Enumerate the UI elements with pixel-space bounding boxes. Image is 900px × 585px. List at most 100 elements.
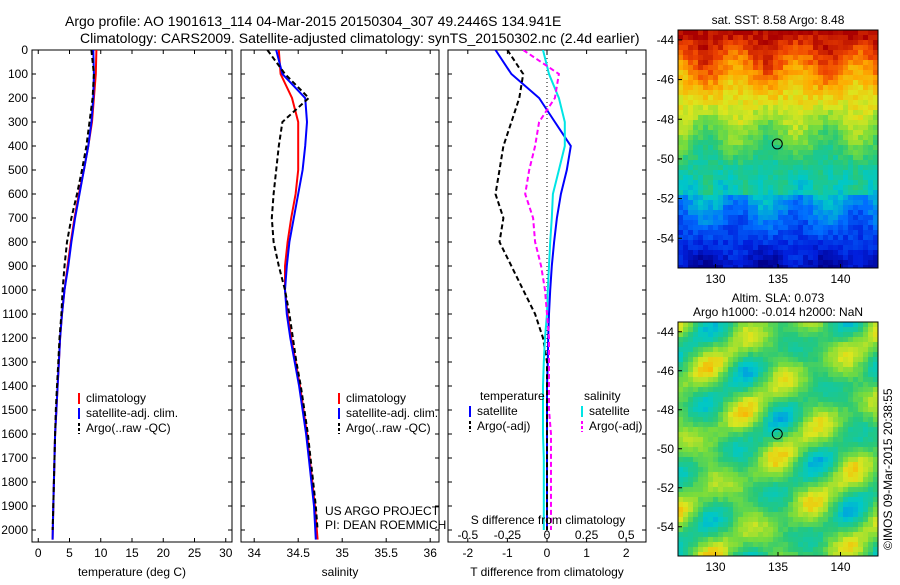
heatmap-cell [763, 322, 769, 328]
heatmap-cell [728, 547, 734, 553]
heatmap-cell [753, 407, 759, 413]
heatmap-cell [693, 195, 699, 201]
heatmap-cell [733, 517, 739, 523]
heatmap-cell [778, 160, 784, 166]
heatmap-cell [713, 347, 719, 353]
heatmap-cell [733, 547, 739, 553]
heatmap-cell [863, 482, 869, 488]
heatmap-cell [788, 472, 794, 478]
heatmap-cell [873, 45, 878, 51]
heatmap-cell [778, 95, 784, 101]
heatmap-cell [818, 357, 824, 363]
heatmap-cell [748, 265, 754, 268]
heatmap-cell [703, 467, 709, 473]
heatmap-cell [703, 322, 709, 328]
heatmap-cell [758, 362, 764, 368]
heatmap-cell [788, 220, 794, 226]
heatmap-cell [828, 180, 834, 186]
heatmap-cell [733, 362, 739, 368]
heatmap-cell [868, 457, 874, 463]
heatmap-cell [728, 125, 734, 131]
heatmap-cell [823, 60, 829, 66]
heatmap-cell [703, 417, 709, 423]
heatmap-cell [808, 487, 814, 493]
heatmap-cell [803, 357, 809, 363]
heatmap-cell [773, 422, 779, 428]
heatmap-cell [703, 462, 709, 468]
heatmap-cell [753, 447, 759, 453]
heatmap-cell [688, 110, 694, 116]
heatmap-cell [788, 95, 794, 101]
heatmap-cell [843, 225, 849, 231]
heatmap-cell [733, 512, 739, 518]
heatmap-cell [718, 492, 724, 498]
heatmap-cell [753, 65, 759, 71]
heatmap-cell [818, 200, 824, 206]
heatmap-cell [788, 412, 794, 418]
heatmap-cell [793, 200, 799, 206]
heatmap-cell [713, 160, 719, 166]
heatmap-cell [758, 322, 764, 328]
heatmap-cell [708, 170, 714, 176]
heatmap-cell [828, 145, 834, 151]
heatmap-cell [783, 447, 789, 453]
heatmap-cell [828, 492, 834, 498]
heatmap-cell [773, 542, 779, 548]
heatmap-cell [703, 532, 709, 538]
heatmap-cell [748, 542, 754, 548]
heatmap-cell [698, 347, 704, 353]
heatmap-cell [773, 110, 779, 116]
heatmap-cell [708, 452, 714, 458]
heatmap-cell [768, 215, 774, 221]
heatmap-cell [748, 332, 754, 338]
heatmap-cell [873, 537, 878, 543]
heatmap-cell [843, 327, 849, 333]
heatmap-cell [733, 65, 739, 71]
heatmap-cell [843, 547, 849, 553]
x-axis-label: T difference from climatology [470, 565, 624, 579]
heatmap-cell [703, 60, 709, 66]
heatmap-cell [688, 70, 694, 76]
heatmap-cell [813, 362, 819, 368]
heatmap-cell [803, 417, 809, 423]
heatmap-cell [868, 255, 874, 261]
heatmap-cell [713, 422, 719, 428]
heatmap-cell [843, 357, 849, 363]
heatmap-cell [738, 215, 744, 221]
heatmap-cell [818, 542, 824, 548]
heatmap-cell [783, 497, 789, 503]
heatmap-cell [743, 105, 749, 111]
heatmap-cell [848, 422, 854, 428]
heatmap-cell [793, 382, 799, 388]
heatmap-cell [833, 402, 839, 408]
heatmap-cell [798, 95, 804, 101]
heatmap-cell [868, 512, 874, 518]
heatmap-cell [828, 417, 834, 423]
heatmap-cell [863, 542, 869, 548]
heatmap-cell [803, 342, 809, 348]
argo-position-marker [771, 138, 783, 150]
heatmap-cell [678, 522, 684, 528]
heatmap-cell [873, 200, 878, 206]
heatmap-cell [813, 447, 819, 453]
heatmap-cell [833, 190, 839, 196]
heatmap-cell [768, 110, 774, 116]
heatmap-cell [748, 427, 754, 433]
heatmap-cell [733, 175, 739, 181]
heatmap-cell [818, 150, 824, 156]
heatmap-cell [728, 502, 734, 508]
heatmap-cell [763, 170, 769, 176]
heatmap-cell [843, 402, 849, 408]
heatmap-cell [678, 357, 684, 363]
heatmap-cell [703, 362, 709, 368]
heatmap-cell [743, 205, 749, 211]
heatmap-cell [848, 382, 854, 388]
heatmap-cell [873, 245, 878, 251]
heatmap-cell [793, 492, 799, 498]
heatmap-cell [753, 220, 759, 226]
heatmap-cell [698, 55, 704, 61]
heatmap-cell [873, 472, 878, 478]
heatmap-cell [683, 220, 689, 226]
heatmap-cell [703, 537, 709, 543]
heatmap-cell [703, 55, 709, 61]
